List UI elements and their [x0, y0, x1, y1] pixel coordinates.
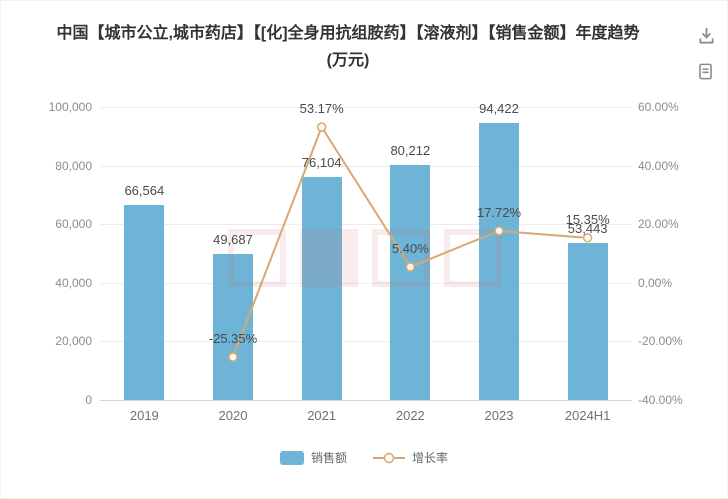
growth-value-label: 53.17% [299, 101, 344, 117]
toolbar [696, 25, 718, 82]
sales-value-label: 94,422 [479, 101, 519, 117]
right-axis-tick: 20.00% [638, 217, 679, 232]
gridline [100, 282, 632, 284]
growth-line [228, 122, 593, 362]
left-axis-tick: 0 [85, 393, 92, 407]
sales-value-label: 66,564 [124, 182, 165, 198]
right-axis-tick: 40.00% [638, 158, 679, 173]
growth-value-label: 5.40% [391, 240, 429, 256]
plot-area: 66,564 49,687 76,104 80,212 94,422 53,443 -25.… [100, 101, 632, 401]
legend-label: 销售额 [310, 451, 347, 465]
x-axis-label-2020: 2020 [218, 408, 248, 423]
legend-bar-swatch-icon [279, 450, 304, 465]
left-axis-tick: 80,000 [55, 158, 92, 173]
growth-point-2022[interactable] [405, 262, 416, 272]
growth-value-label: 15.35% [565, 211, 610, 227]
sales-bar-2023[interactable] [479, 123, 519, 400]
right-axis-tick: 60.00% [638, 100, 679, 114]
sales-bar-2020[interactable] [213, 254, 253, 400]
growth-point-2021[interactable] [316, 122, 327, 132]
x-axis-label-2023: 2023 [484, 408, 514, 423]
chart-title: 中国【城市公立,城市药店】【[化]全身用抗组胺药】【溶液剂】【销售金额】年度趋势… [30, 20, 666, 74]
legend-item-growth[interactable]: 增长率 [373, 449, 448, 466]
sales-bar-2024H1[interactable] [567, 243, 608, 400]
growth-value-label: -25.35% [208, 331, 258, 347]
growth-point-2024H1[interactable] [582, 233, 593, 243]
x-axis-label-2024H1: 2024H1 [564, 408, 611, 423]
legend-line-swatch-icon [373, 452, 405, 463]
sales-value-label: 53,443 [567, 221, 608, 237]
right-axis-tick: 0.00% [638, 275, 673, 290]
legend: 销售额 增长率 [0, 449, 728, 466]
gridline [100, 165, 632, 167]
gridline [100, 224, 632, 226]
chart-title-line2: (万元) [326, 52, 370, 69]
sales-bar-2021[interactable] [301, 177, 342, 400]
x-axis-line [100, 400, 632, 401]
left-axis-tick: 60,000 [55, 217, 92, 232]
chart-title-line1: 中国【城市公立,城市药店】【[化]全身用抗组胺药】【溶液剂】【销售金额】年度趋势 [56, 25, 640, 42]
sales-value-label: 80,212 [390, 142, 431, 158]
gridline [100, 341, 632, 343]
x-axis-label-2019: 2019 [129, 408, 159, 423]
legend-item-sales[interactable]: 销售额 [279, 449, 347, 466]
x-axis-label-2021: 2021 [307, 408, 337, 423]
left-axis-tick: 20,000 [55, 334, 92, 349]
download-icon[interactable] [696, 25, 718, 47]
report-icon[interactable] [696, 60, 718, 82]
sales-value-label: 49,687 [213, 232, 253, 248]
right-axis-tick: -40.00% [638, 393, 683, 407]
x-axis-label-2022: 2022 [395, 408, 425, 423]
sales-bar-2019[interactable] [124, 204, 165, 400]
legend-label: 增长率 [412, 451, 449, 465]
left-axis-tick: 100,000 [48, 100, 92, 114]
sales-value-label: 76,104 [301, 155, 342, 170]
growth-point-2023[interactable] [494, 226, 504, 236]
gridline [100, 107, 632, 108]
right-axis-tick: -20.00% [638, 334, 683, 349]
sales-bar-2022[interactable] [390, 164, 431, 400]
left-axis-tick: 40,000 [55, 275, 92, 290]
growth-value-label: 17.72% [476, 204, 522, 220]
growth-point-2020[interactable] [228, 352, 238, 362]
